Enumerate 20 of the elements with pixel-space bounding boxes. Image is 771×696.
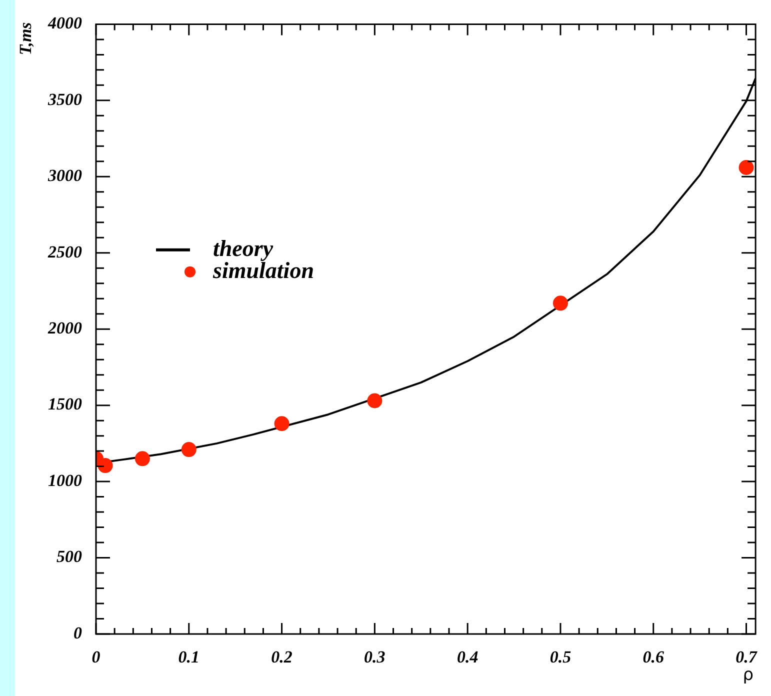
y-tick-label: 4000	[47, 14, 82, 33]
x-tick-label: 0.6	[642, 648, 664, 667]
x-tick-label: 0.5	[550, 648, 572, 667]
x-tick-label: 0	[92, 648, 101, 667]
y-tick-label: 0	[74, 623, 82, 642]
legend-label: theory	[213, 236, 274, 261]
y-tick-label: 2000	[47, 318, 82, 338]
x-tick-label: 0.1	[178, 648, 200, 667]
y-tick-label: 2500	[47, 242, 82, 262]
x-tick-label: 0.2	[271, 648, 293, 667]
y-axis-title: T,ms	[16, 22, 35, 56]
x-axis-title: ρ	[742, 664, 754, 685]
x-tick-label: 0.7	[736, 648, 758, 667]
y-tick-label: 1500	[48, 394, 82, 414]
y-tick-label: 3500	[47, 90, 82, 109]
y-tick-label: 1000	[48, 470, 82, 490]
x-tick-label: 0.3	[364, 648, 386, 667]
x-tick-label: 0.4	[456, 648, 478, 667]
y-tick-label: 500	[56, 547, 82, 566]
y-tick-label: 3000	[47, 166, 82, 186]
